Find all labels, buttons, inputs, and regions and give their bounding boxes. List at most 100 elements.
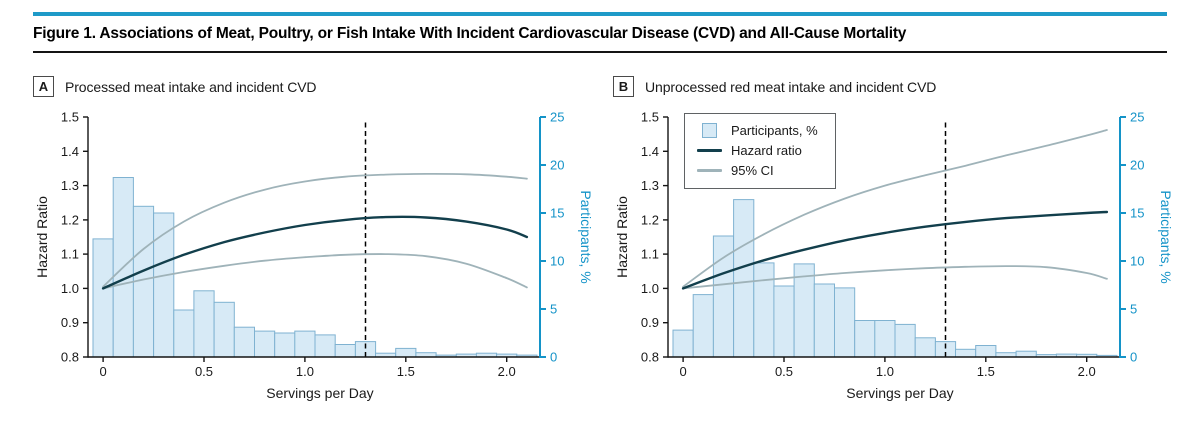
right-axis-tick-label: 10 bbox=[1130, 254, 1144, 269]
accent-top-rule bbox=[33, 12, 1167, 16]
x-axis-title: Servings per Day bbox=[846, 385, 953, 401]
ci-upper-line bbox=[682, 129, 1108, 288]
figure-title: Figure 1. Associations of Meat, Poultry,… bbox=[33, 25, 907, 42]
histogram-bar bbox=[955, 348, 977, 358]
histogram-bar bbox=[672, 329, 694, 358]
histogram-bar bbox=[213, 301, 235, 358]
bottom-axis-tick-label: 0 bbox=[679, 364, 686, 379]
histogram-bar bbox=[92, 238, 114, 358]
histogram-bar bbox=[874, 320, 896, 358]
bottom-axis-tick-label: 1.0 bbox=[296, 364, 314, 379]
legend-swatch-wrap bbox=[697, 149, 722, 152]
left-axis-title: Hazard Ratio bbox=[34, 196, 50, 278]
panel-a-title: Processed meat intake and incident CVD bbox=[65, 78, 317, 95]
right-axis-tick-label: 20 bbox=[1130, 158, 1144, 173]
ci-lower-line bbox=[102, 253, 528, 290]
histogram-bar bbox=[733, 199, 755, 358]
left-axis-tick-label: 0.8 bbox=[61, 350, 79, 365]
left-axis-tick-label: 1.0 bbox=[61, 281, 79, 296]
histogram-bar bbox=[274, 332, 296, 358]
legend-swatch-wrap bbox=[697, 169, 722, 172]
histogram-bar bbox=[314, 334, 336, 358]
hazard-ratio-line-swatch bbox=[697, 149, 722, 152]
chart-legend: Participants, % Hazard ratio 95% CI bbox=[684, 113, 836, 189]
right-axis-tick-label: 15 bbox=[1130, 206, 1144, 221]
left-axis-tick-label: 1.5 bbox=[61, 110, 79, 125]
panel-a-chart-wrap: 0.8 0.9 1.0 1.1 1.2 1.3 1.4 1.5 0 0.5 1.0 1.5 2.0 0 5 1… bbox=[33, 102, 593, 402]
left-axis-tick-label: 1.4 bbox=[641, 144, 659, 159]
ci-lower-line bbox=[682, 265, 1108, 290]
left-axis-tick-label: 0.9 bbox=[61, 315, 79, 330]
left-axis-tick-label: 1.1 bbox=[641, 247, 659, 262]
left-axis-tick-label: 1.1 bbox=[61, 247, 79, 262]
left-axis-tick-label: 1.2 bbox=[641, 212, 659, 227]
left-axis-title: Hazard Ratio bbox=[614, 196, 630, 278]
left-axis-tick-label: 1.0 bbox=[641, 281, 659, 296]
right-axis-tick-label: 25 bbox=[1130, 110, 1144, 125]
chart-panel-b: 0.8 0.9 1.0 1.1 1.2 1.3 1.4 1.5 0 0.5 1.0 1.5 2.0 0 5 1… bbox=[614, 110, 1173, 402]
left-axis-tick-label: 0.9 bbox=[641, 315, 659, 330]
right-axis-title: Participants, % bbox=[1158, 190, 1173, 283]
right-axis-tick-label: 5 bbox=[1130, 302, 1137, 317]
panel-b-header: B Unprocessed red meat intake and incide… bbox=[613, 76, 1173, 97]
legend-swatch-wrap bbox=[697, 123, 722, 138]
histogram-bar bbox=[233, 326, 256, 358]
bottom-axis-tick-label: 0.5 bbox=[195, 364, 213, 379]
panel-b: B Unprocessed red meat intake and incide… bbox=[613, 76, 1173, 402]
histogram-bar bbox=[692, 294, 714, 358]
bottom-axis-tick-label: 0 bbox=[99, 364, 106, 379]
histogram-bar bbox=[395, 347, 417, 358]
histogram-bars bbox=[672, 199, 1118, 358]
right-axis-tick-label: 15 bbox=[550, 206, 564, 221]
legend-label-hazard-ratio: Hazard ratio bbox=[731, 143, 802, 158]
left-axis-tick-label: 1.2 bbox=[61, 212, 79, 227]
legend-label-ci: 95% CI bbox=[731, 163, 774, 178]
histogram-bar bbox=[914, 337, 936, 358]
histogram-bar bbox=[753, 262, 775, 358]
right-axis-tick-label: 5 bbox=[550, 302, 557, 317]
histogram-bar bbox=[193, 290, 215, 358]
left-axis-tick-label: 1.3 bbox=[61, 178, 79, 193]
ci-line-swatch bbox=[697, 169, 722, 172]
bottom-axis-tick-label: 0.5 bbox=[775, 364, 793, 379]
legend-item-hazard-ratio: Hazard ratio bbox=[697, 143, 818, 158]
hazard-ratio-line bbox=[681, 210, 1109, 290]
left-axis-tick-label: 0.8 bbox=[641, 350, 659, 365]
bottom-axis-tick-label: 2.0 bbox=[1078, 364, 1096, 379]
histogram-bar bbox=[834, 287, 856, 358]
panel-b-title: Unprocessed red meat intake and incident… bbox=[645, 78, 937, 95]
histogram-bar bbox=[975, 345, 997, 358]
participants-bar-swatch bbox=[702, 123, 717, 138]
histogram-bar bbox=[854, 320, 876, 358]
histogram-bar bbox=[813, 283, 836, 358]
chart-panel-a: 0.8 0.9 1.0 1.1 1.2 1.3 1.4 1.5 0 0.5 1.0 1.5 2.0 0 5 1… bbox=[34, 110, 593, 402]
x-axis-title: Servings per Day bbox=[266, 385, 373, 401]
ci-upper-line bbox=[102, 172, 528, 288]
histogram-bar bbox=[173, 309, 195, 358]
right-axis-title: Participants, % bbox=[578, 190, 593, 283]
bottom-axis-tick-label: 2.0 bbox=[498, 364, 516, 379]
legend-item-participants: Participants, % bbox=[697, 123, 818, 138]
left-axis-tick-label: 1.5 bbox=[641, 110, 659, 125]
left-axis-tick-label: 1.3 bbox=[641, 178, 659, 193]
legend-item-ci: 95% CI bbox=[697, 163, 818, 178]
histogram-bar bbox=[1015, 350, 1037, 358]
histogram-bar bbox=[894, 323, 916, 358]
right-axis-tick-label: 0 bbox=[550, 350, 557, 365]
panel-a-letter-badge: A bbox=[33, 76, 54, 97]
title-divider-rule bbox=[33, 51, 1167, 53]
panel-a: A Processed meat intake and incident CVD… bbox=[33, 76, 593, 402]
histogram-bar bbox=[254, 330, 276, 358]
panel-b-chart-wrap: 0.8 0.9 1.0 1.1 1.2 1.3 1.4 1.5 0 0.5 1.0 1.5 2.0 0 5 1… bbox=[613, 102, 1173, 402]
bottom-axis-tick-label: 1.5 bbox=[977, 364, 995, 379]
histogram-bar bbox=[334, 344, 356, 358]
bottom-axis-tick-label: 1.5 bbox=[397, 364, 415, 379]
panels-row: A Processed meat intake and incident CVD… bbox=[33, 76, 1173, 402]
histogram-bar bbox=[773, 285, 795, 358]
right-axis-tick-label: 0 bbox=[1130, 350, 1137, 365]
panel-b-letter-badge: B bbox=[613, 76, 634, 97]
right-axis-tick-label: 20 bbox=[550, 158, 564, 173]
legend-label-participants: Participants, % bbox=[731, 123, 818, 138]
left-axis-tick-label: 1.4 bbox=[61, 144, 79, 159]
bottom-axis-tick-label: 1.0 bbox=[876, 364, 894, 379]
